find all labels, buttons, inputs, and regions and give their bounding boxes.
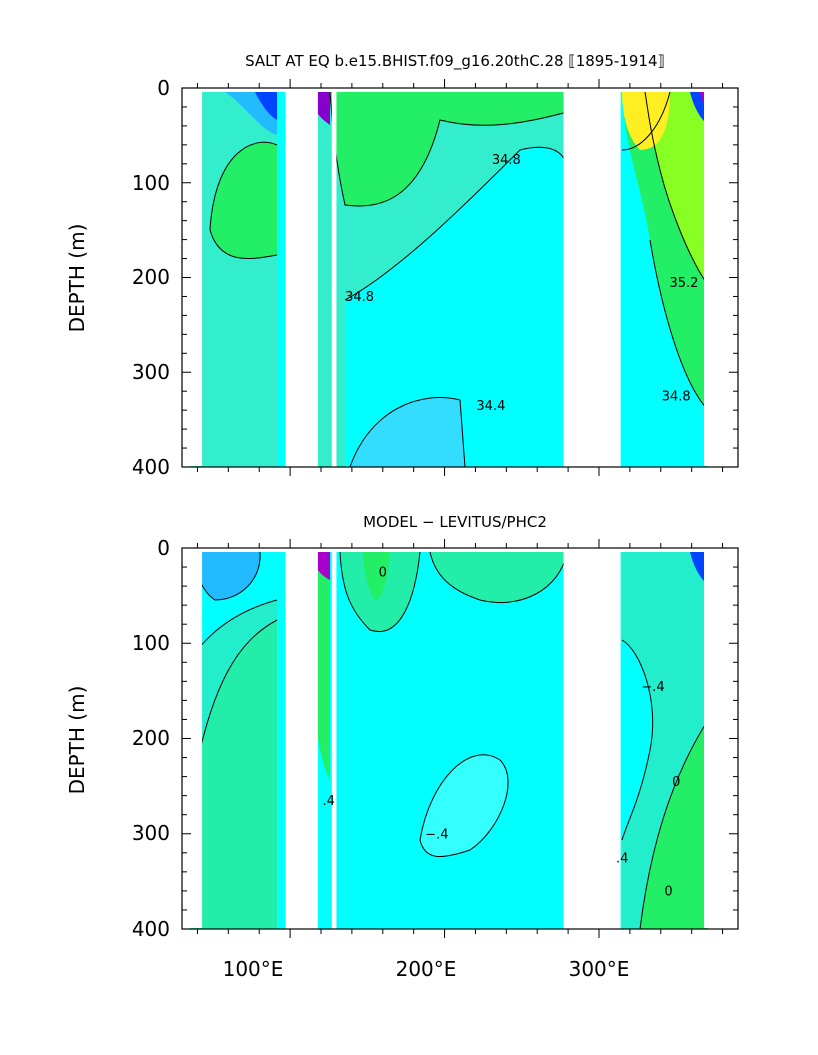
diff-panel: MODEL − LEVITUS/PHC2 bbox=[65, 513, 739, 981]
diff-land-gaps bbox=[183, 549, 737, 929]
diff-ytick-label-0: 0 bbox=[157, 536, 170, 560]
diff-contour bbox=[419, 754, 509, 858]
diff-contour-label: −.4 bbox=[425, 828, 448, 843]
salt-contour-label: 35.2 bbox=[669, 276, 698, 291]
salt-y-axis-label: DEPTH (m) bbox=[65, 224, 89, 333]
diff-contour-labels: 0 −.4 .4 −.4 .4 0 0 bbox=[323, 566, 681, 900]
diff-mid-brightgreen bbox=[363, 552, 390, 600]
salt-ytick-label-300: 300 bbox=[132, 360, 170, 384]
salt-field bbox=[190, 92, 708, 467]
diff-contour-label: .4 bbox=[616, 851, 628, 866]
salt-contour bbox=[649, 239, 709, 411]
diff-contour-label: 0 bbox=[379, 566, 387, 581]
salt-contour-label: 34.4 bbox=[476, 399, 505, 414]
diff-xtick-label-300: 300°E bbox=[569, 957, 630, 981]
salt-land-gap bbox=[285, 90, 318, 467]
salt-ticks bbox=[182, 79, 738, 476]
salt-contour bbox=[209, 141, 278, 231]
diff-east-green bbox=[640, 720, 708, 929]
salt-contour-label: 34.8 bbox=[492, 153, 521, 168]
diff-ytick-label-100: 100 bbox=[132, 631, 170, 655]
diff-land-gap bbox=[285, 550, 318, 929]
salt-contour bbox=[349, 397, 466, 468]
diff-contour-label: .4 bbox=[323, 794, 335, 809]
salt-contour-label: 34.8 bbox=[662, 390, 691, 405]
diff-y-axis-label: DEPTH (m) bbox=[65, 686, 89, 795]
salt-east-yellow bbox=[622, 92, 670, 150]
diff-contour bbox=[621, 639, 654, 841]
diff-mid-green2 bbox=[430, 552, 567, 603]
salt-contour bbox=[209, 229, 278, 259]
salt-ytick-label-100: 100 bbox=[132, 171, 170, 195]
salt-land-gap bbox=[563, 90, 621, 467]
diff-ticks bbox=[182, 539, 738, 938]
diff-ytick-label-200: 200 bbox=[132, 726, 170, 750]
salt-mid-lightblue bbox=[350, 397, 465, 467]
salt-mid-cyan-deep bbox=[345, 147, 567, 467]
diff-land-gap bbox=[563, 550, 621, 929]
diff-ytick-label-300: 300 bbox=[132, 821, 170, 845]
diff-west-blue bbox=[195, 552, 261, 600]
salt-panel-title: SALT AT EQ b.e15.BHIST.f09_g16.20thC.28 … bbox=[245, 52, 665, 71]
diff-contour bbox=[639, 719, 709, 930]
salt-contour-labels: 34.8 34.8 34.4 35.2 34.8 bbox=[345, 153, 698, 414]
salt-contour-label: 34.8 bbox=[345, 290, 374, 305]
diff-contour bbox=[429, 551, 568, 604]
diff-land-gap bbox=[331, 550, 337, 929]
diff-contour bbox=[339, 551, 421, 632]
diff-ytick-label-400: 400 bbox=[132, 917, 170, 941]
salt-land-gaps bbox=[183, 89, 737, 467]
salt-land-gap bbox=[331, 90, 337, 467]
salt-contour bbox=[344, 146, 568, 301]
salt-west-green bbox=[210, 142, 277, 259]
salt-contour bbox=[644, 91, 709, 286]
diff-east-blue bbox=[690, 552, 708, 585]
diff-contour-label: −.4 bbox=[641, 680, 664, 695]
diff-xtick-label-100: 100°E bbox=[223, 957, 284, 981]
salt-contour bbox=[621, 91, 671, 151]
salt-ytick-label-0: 0 bbox=[157, 76, 170, 100]
diff-panel-title: MODEL − LEVITUS/PHC2 bbox=[363, 513, 547, 531]
diff-contour-label: 0 bbox=[672, 775, 680, 790]
salt-ytick-label-400: 400 bbox=[132, 455, 170, 479]
salt-ytick-label-200: 200 bbox=[132, 265, 170, 289]
salt-east-yellowgreen bbox=[645, 92, 708, 285]
diff-field bbox=[190, 552, 708, 929]
diff-xtick-label-200: 200°E bbox=[396, 957, 457, 981]
salt-west-deepblue bbox=[255, 92, 277, 120]
diff-contour-label: 0 bbox=[664, 885, 672, 900]
diff-mid-cyan-blob bbox=[420, 754, 509, 857]
diff-east-cyan bbox=[622, 640, 653, 840]
salt-panel: SALT AT EQ b.e15.BHIST.f09_g16.20thC.28 … bbox=[65, 52, 739, 479]
salt-mid-green bbox=[330, 92, 567, 207]
